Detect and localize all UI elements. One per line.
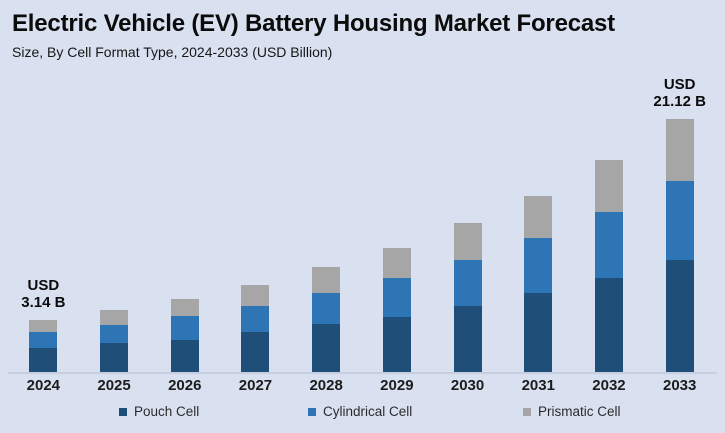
legend-marker-icon — [119, 407, 127, 416]
bar-segment-cylindrical-cell — [453, 260, 482, 306]
bar-segment-pouch-cell — [665, 260, 694, 372]
stacked-bar-2032 — [594, 160, 623, 372]
legend-item-prismatic-cell: Prismatic Cell — [523, 404, 621, 419]
data-label-2033: USD 21.12 B — [644, 77, 715, 111]
data-label-line: 21.12 B — [653, 93, 706, 111]
bar-segment-pouch-cell — [100, 343, 129, 372]
bar-column-2026 — [149, 0, 220, 372]
bar-segment-prismatic-cell — [100, 310, 129, 325]
bar-segment-prismatic-cell — [665, 119, 694, 181]
legend-marker-icon — [308, 407, 316, 416]
bar-segment-cylindrical-cell — [382, 278, 411, 317]
data-label-line: 3.14 B — [21, 294, 66, 312]
bar-column-2025 — [79, 0, 150, 372]
data-label-line: USD — [27, 277, 60, 295]
legend-label: Cylindrical Cell — [323, 404, 413, 419]
x-axis-label-2032: 2032 — [592, 377, 626, 394]
bar-segment-cylindrical-cell — [170, 316, 199, 340]
stacked-bar-2027 — [241, 285, 270, 372]
stacked-bar-2028 — [312, 267, 341, 372]
x-axis-label-2028: 2028 — [309, 377, 343, 394]
x-axis-label-2025: 2025 — [97, 377, 131, 394]
legend-item-cylindrical-cell: Cylindrical Cell — [308, 404, 412, 419]
bar-segment-pouch-cell — [524, 293, 553, 372]
bar-column-2028 — [291, 0, 362, 372]
bar-segment-pouch-cell — [241, 332, 270, 372]
legend-marker-icon — [523, 407, 531, 416]
bar-segment-pouch-cell — [312, 324, 341, 372]
stacked-bar-2031 — [524, 196, 553, 372]
bar-column-2033: USD 21.12 B — [644, 0, 715, 372]
legend-label: Pouch Cell — [134, 404, 200, 419]
legend-label: Prismatic Cell — [538, 404, 621, 419]
bar-segment-pouch-cell — [594, 278, 623, 372]
stacked-bar-2024 — [29, 320, 58, 372]
x-axis-label-2026: 2026 — [168, 377, 202, 394]
bar-segment-prismatic-cell — [453, 223, 482, 260]
bar-segment-prismatic-cell — [29, 320, 58, 332]
bar-segment-cylindrical-cell — [665, 181, 694, 260]
bar-segment-prismatic-cell — [241, 285, 270, 306]
data-label-line: USD — [663, 76, 696, 94]
x-axis-label-2030: 2030 — [450, 377, 485, 394]
bar-column-2030 — [432, 0, 503, 372]
bar-segment-prismatic-cell — [594, 160, 623, 212]
bars-row: USD 3.14 B USD 21.12 B — [8, 0, 715, 372]
bar-segment-cylindrical-cell — [594, 212, 623, 278]
bar-segment-pouch-cell — [453, 306, 482, 372]
x-axis-label-2029: 2029 — [380, 377, 414, 394]
stacked-bar-2026 — [170, 299, 199, 372]
bar-segment-cylindrical-cell — [312, 293, 341, 324]
bar-column-2027 — [220, 0, 291, 372]
bar-segment-pouch-cell — [170, 340, 199, 372]
legend-item-pouch-cell: Pouch Cell — [119, 404, 199, 419]
chart-subtitle: Size, By Cell Format Type, 2024-2033 (US… — [12, 44, 333, 60]
bar-column-2031 — [503, 0, 574, 372]
chart-title: Electric Vehicle (EV) Battery Housing Ma… — [12, 10, 615, 37]
bar-column-2024: USD 3.14 B — [8, 0, 79, 372]
bar-column-2032 — [574, 0, 645, 372]
x-axis-label-2031: 2031 — [521, 377, 555, 394]
bar-segment-cylindrical-cell — [241, 306, 270, 332]
x-axis-label-2033: 2033 — [662, 377, 697, 394]
data-label-2024: USD 3.14 B — [8, 278, 79, 312]
x-axis-line — [8, 372, 717, 374]
bar-segment-cylindrical-cell — [100, 325, 129, 343]
stacked-bar-2033 — [665, 119, 694, 372]
bar-segment-pouch-cell — [382, 317, 411, 372]
x-axis-label-2027: 2027 — [238, 377, 273, 394]
bar-segment-prismatic-cell — [170, 299, 199, 316]
stacked-bar-2025 — [100, 310, 129, 372]
bar-segment-pouch-cell — [29, 348, 58, 372]
x-axis-label-2024: 2024 — [26, 377, 61, 394]
bar-segment-cylindrical-cell — [524, 238, 553, 293]
legend: Pouch Cell Cylindrical Cell Prismatic Cell — [0, 404, 725, 430]
stacked-bar-2030 — [453, 223, 482, 372]
x-axis-labels: 2024 2025 2026 2027 2028 2029 2030 2031 2032 2033 — [8, 377, 715, 394]
bar-column-2029 — [362, 0, 433, 372]
stacked-bar-2029 — [382, 248, 411, 372]
bar-segment-prismatic-cell — [312, 267, 341, 293]
bar-segment-cylindrical-cell — [29, 332, 58, 348]
bar-segment-prismatic-cell — [382, 248, 411, 278]
bar-segment-prismatic-cell — [524, 196, 553, 238]
